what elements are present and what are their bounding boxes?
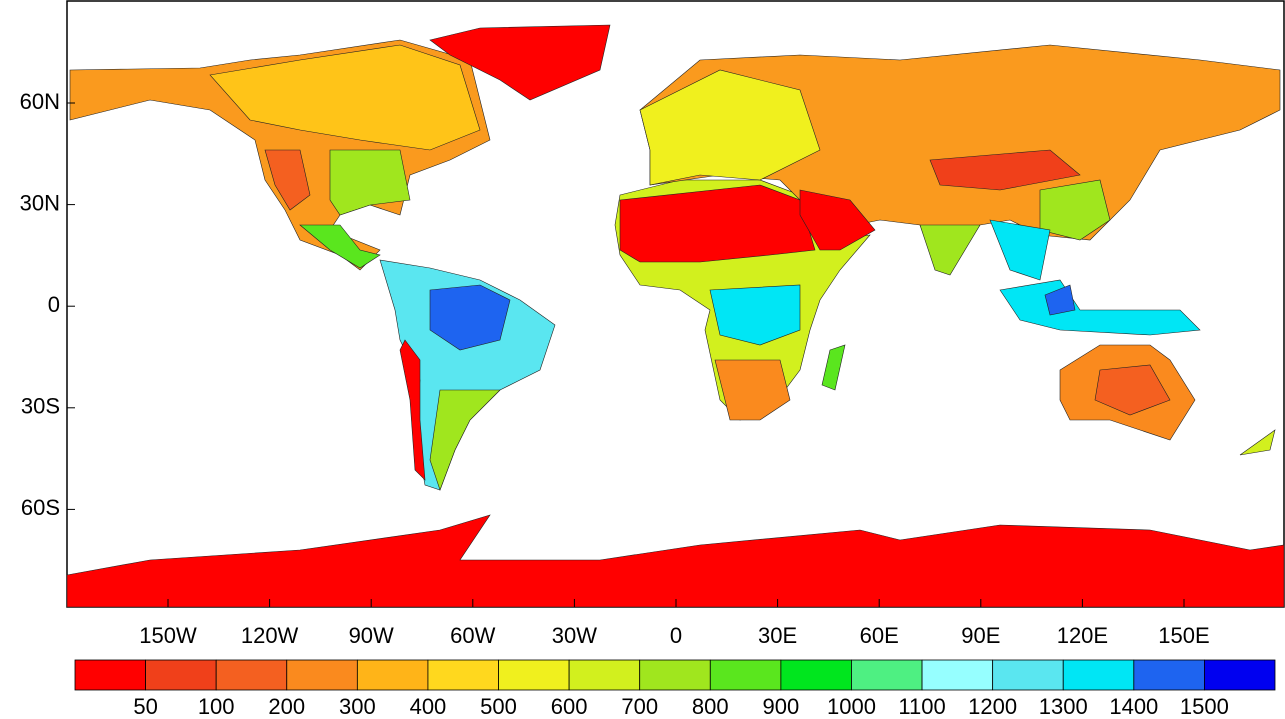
colorbar: 50 100 200 300 400 500 600 700 800 900 1000 1100 120… xyxy=(74,659,1276,719)
axis-labels: 60N 30N 0 30S 60S 150W 120W 90W 60W 30W 0 30E 60E 90E… xyxy=(20,89,1210,648)
central-america xyxy=(299,224,381,269)
colorbar-label: 1200 xyxy=(968,694,1017,719)
colorbar-box xyxy=(498,659,570,691)
antarctica xyxy=(66,514,1285,608)
colorbar-label: 1300 xyxy=(1039,694,1088,719)
colorbar-label: 100 xyxy=(198,694,235,719)
colorbar-box xyxy=(356,659,429,691)
us-east xyxy=(329,149,411,216)
lat-label: 30S xyxy=(21,394,60,419)
colorbar-label: 600 xyxy=(551,694,588,719)
amazon xyxy=(429,284,511,351)
colorbar-box xyxy=(286,659,358,691)
australia-interior xyxy=(1094,364,1171,416)
lon-label: 120W xyxy=(241,623,299,648)
us-west xyxy=(264,149,311,211)
borneo xyxy=(1044,284,1076,316)
colorbar-label: 300 xyxy=(339,694,376,719)
south-cone xyxy=(429,389,501,491)
congo xyxy=(709,284,801,346)
greenland xyxy=(429,24,611,101)
lon-label: 150W xyxy=(139,623,197,648)
colorbar-box xyxy=(1062,659,1135,691)
southern-africa xyxy=(714,359,791,421)
colorbar-box xyxy=(639,659,711,691)
sahara xyxy=(619,184,816,263)
central-asia xyxy=(929,149,1081,191)
colorbar-label: 400 xyxy=(410,694,447,719)
lon-label: 90W xyxy=(349,623,394,648)
lat-label: 60S xyxy=(21,495,60,520)
colorbar-box xyxy=(215,659,288,691)
lon-label: 60E xyxy=(860,623,899,648)
colorbar-label: 1500 xyxy=(1180,694,1229,719)
lat-label: 0 xyxy=(48,292,60,317)
india xyxy=(919,224,981,276)
colorbar-box xyxy=(74,659,146,691)
lat-label: 30N xyxy=(20,190,60,215)
colorbar-label: 200 xyxy=(268,694,305,719)
colorbar-box xyxy=(992,659,1064,691)
colorbar-label: 900 xyxy=(763,694,800,719)
lon-label: 30E xyxy=(758,623,797,648)
colorbar-label: 1400 xyxy=(1109,694,1158,719)
colorbar-box xyxy=(568,659,641,691)
andes xyxy=(399,339,426,481)
colorbar-label: 500 xyxy=(480,694,517,719)
colorbar-box xyxy=(780,659,852,691)
colorbar-label: 1000 xyxy=(827,694,876,719)
southeast-asia xyxy=(989,219,1051,281)
colorbar-box xyxy=(1133,659,1205,691)
lon-label: 60W xyxy=(450,623,495,648)
colorbar-box xyxy=(709,659,782,691)
lon-label: 120E xyxy=(1057,623,1108,648)
land-masses xyxy=(66,24,1285,608)
europe xyxy=(639,69,821,186)
colorbar-box xyxy=(921,659,994,691)
arabia xyxy=(799,189,876,251)
colorbar-label: 800 xyxy=(692,694,729,719)
lon-label: 30W xyxy=(552,623,597,648)
colorbar-box xyxy=(145,659,217,691)
lat-label: 60N xyxy=(20,89,60,114)
colorbar-label: 50 xyxy=(133,694,157,719)
canada-north xyxy=(209,44,481,151)
colorbar-label: 700 xyxy=(621,694,658,719)
china-east xyxy=(1039,179,1111,241)
madagascar xyxy=(821,344,846,391)
lon-label: 90E xyxy=(961,623,1000,648)
lon-label: 150E xyxy=(1158,623,1209,648)
colorbar-box xyxy=(427,659,499,691)
lon-label: 0 xyxy=(670,623,682,648)
new-zealand xyxy=(1239,429,1276,456)
colorbar-box xyxy=(1204,659,1276,691)
colorbar-label: 1100 xyxy=(898,694,945,719)
colorbar-box xyxy=(851,659,923,691)
